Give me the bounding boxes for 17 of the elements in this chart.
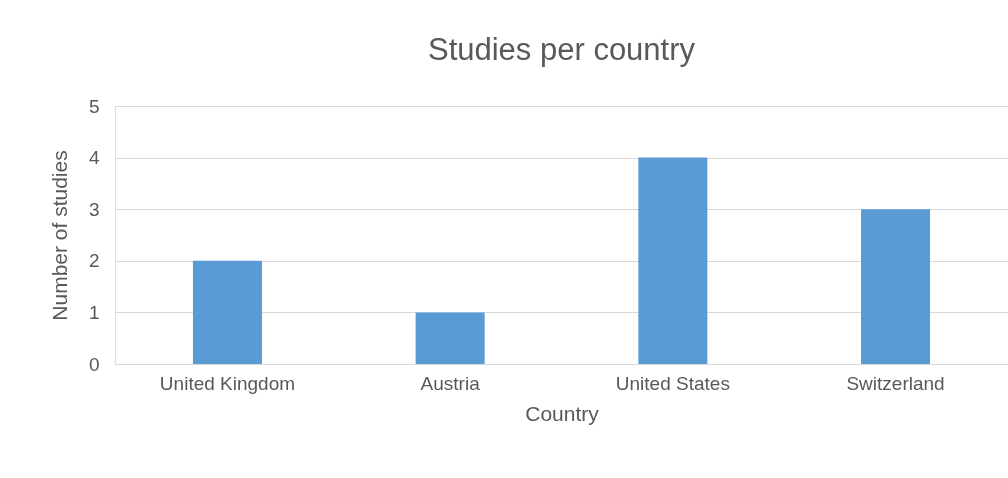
y-axis-title: Number of studies	[47, 150, 71, 321]
x-axis-title: Country	[525, 401, 600, 425]
x-tick-label: Switzerland	[846, 372, 945, 394]
bar	[415, 312, 485, 364]
x-tick-label: Austria	[420, 372, 481, 394]
bar	[192, 260, 262, 364]
bar	[638, 157, 708, 364]
x-tick-label: United Kingdom	[159, 372, 296, 394]
y-tick-label: 0	[88, 353, 100, 375]
y-tick-label: 2	[88, 250, 100, 272]
y-tick-label: 4	[88, 147, 100, 169]
x-tick-label: United States	[615, 372, 730, 394]
y-tick-label: 5	[88, 95, 100, 117]
y-tick-label: 3	[88, 198, 100, 220]
y-tick-label: 1	[88, 301, 100, 323]
chart-title: Studies per country	[427, 32, 696, 67]
bar	[861, 209, 931, 364]
